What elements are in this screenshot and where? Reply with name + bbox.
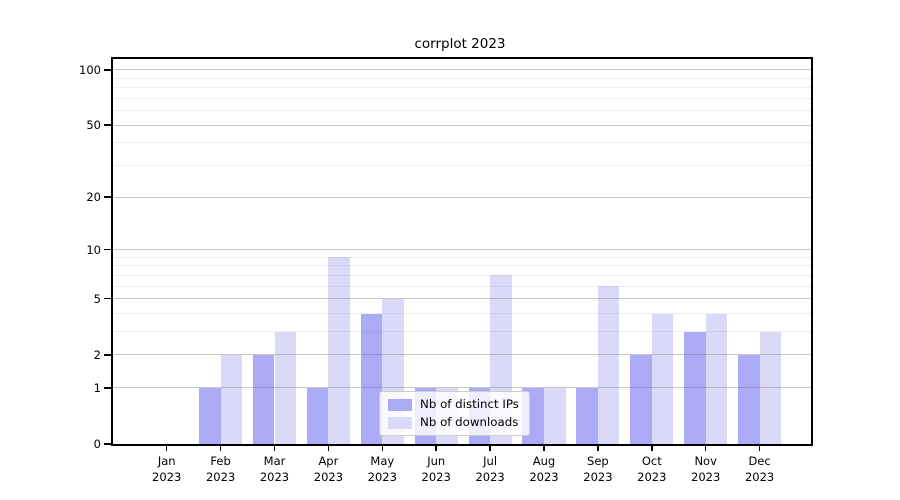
x-tick-label-feb: Feb 2023 (205, 454, 236, 484)
chart-title: corrplot 2023 (414, 36, 506, 52)
plot-area: 0 1 2 5 10 20 50 100 Jan 2023 Feb 2023 Mar 2023 Apr… (79, 57, 813, 484)
gridline-70 (113, 97, 811, 99)
y-tick-mark-5 (104, 297, 111, 300)
gridline-20 (113, 196, 811, 198)
x-tick-mark-feb (219, 446, 222, 451)
gridline-4 (113, 313, 811, 314)
gridline-3 (113, 331, 811, 333)
x-tick-mark-jul (489, 446, 491, 451)
bar-mar-downloads (274, 331, 297, 444)
gridline-80 (113, 87, 811, 89)
gridline-90 (113, 77, 811, 79)
gridline-40 (113, 142, 811, 144)
x-tick-mark-dec (758, 446, 761, 451)
y-tick-mark-10 (104, 248, 111, 251)
bar-sep-downloads (597, 286, 620, 444)
y-tick-mark-0 (104, 443, 111, 445)
y-tick-label-100: 100 (79, 62, 101, 77)
gridline-50 (113, 124, 811, 126)
gridline-30 (113, 165, 811, 167)
x-tick-label-jan: Jan 2023 (152, 454, 182, 484)
bar-may-distinct-ips (360, 313, 383, 444)
gridline-6 (113, 285, 811, 287)
bar-oct-distinct-ips (630, 354, 652, 444)
legend-row-downloads: Nb of downloads (388, 416, 519, 429)
x-tick-label-dec: Dec 2023 (744, 454, 775, 484)
x-tick-mark-jan (165, 446, 168, 451)
x-tick-label-nov: Nov 2023 (691, 454, 721, 484)
x-tick-mark-oct (651, 446, 653, 451)
y-tick-mark-20 (104, 196, 111, 198)
bar-feb-distinct-ips (199, 387, 221, 444)
gridline-8 (113, 265, 811, 267)
legend-label-distinct-ips: Nb of distinct IPs (420, 397, 519, 411)
legend-label-downloads: Nb of downloads (420, 415, 519, 429)
y-tick-label-1: 1 (93, 380, 101, 395)
x-tick-mark-apr (327, 446, 330, 451)
grid-layer (113, 59, 811, 444)
x-tick-mark-mar (273, 446, 276, 451)
bar-feb-downloads (220, 354, 243, 444)
bar-dec-distinct-ips (738, 354, 760, 444)
y-tick-mark-50 (104, 124, 111, 126)
ticks-layer: 0 1 2 5 10 20 50 100 Jan 2023 Feb 2023 Mar 2023 Apr… (79, 59, 811, 484)
gridline-7 (113, 274, 811, 276)
y-tick-label-0: 0 (93, 437, 101, 451)
gridline-2 (113, 354, 811, 356)
x-tick-label-jul: Jul 2023 (475, 454, 505, 484)
y-tick-label-2: 2 (93, 347, 101, 362)
x-tick-label-jun: Jun 2023 (421, 454, 451, 484)
x-tick-mark-sep (597, 446, 599, 451)
y-tick-mark-2 (104, 354, 111, 356)
bar-nov-distinct-ips (684, 331, 706, 444)
y-tick-label-10: 10 (86, 242, 101, 257)
y-tick-label-5: 5 (93, 291, 101, 306)
legend-row-distinct-ips: Nb of distinct IPs (388, 398, 519, 411)
y-tick-mark-1 (104, 387, 111, 389)
legend-swatch-downloads (388, 416, 412, 429)
x-tick-mark-may (381, 446, 384, 451)
bar-nov-downloads (705, 313, 728, 444)
x-tick-label-oct: Oct 2023 (637, 454, 667, 484)
x-tick-mark-aug (543, 446, 545, 451)
x-tick-label-mar: Mar 2023 (259, 454, 290, 484)
bar-sep-distinct-ips (576, 387, 598, 444)
x-tick-mark-nov (704, 446, 707, 451)
bar-oct-downloads (651, 313, 674, 444)
x-tick-label-aug: Aug 2023 (529, 454, 559, 484)
bar-mar-distinct-ips (252, 354, 275, 444)
gridline-9 (113, 256, 811, 258)
legend: Nb of distinct IPs Nb of downloads (379, 391, 530, 436)
x-tick-label-apr: Apr 2023 (313, 454, 344, 484)
bar-aug-downloads (544, 387, 566, 444)
gridline-5 (113, 298, 811, 300)
x-tick-mark-jun (435, 446, 437, 451)
gridline-100 (113, 69, 811, 71)
y-tick-label-20: 20 (86, 190, 101, 205)
bar-apr-distinct-ips (306, 387, 329, 444)
gridline-1 (113, 387, 811, 389)
x-tick-label-may: May 2023 (367, 454, 397, 484)
bar-apr-downloads (328, 257, 350, 444)
gridline-10 (113, 249, 811, 251)
x-tick-label-sep: Sep 2023 (583, 454, 613, 484)
gridline-60 (113, 110, 811, 112)
legend-swatch-distinct-ips (388, 398, 412, 411)
y-tick-label-50: 50 (86, 118, 101, 133)
y-tick-mark-100 (104, 69, 111, 71)
bar-dec-downloads (759, 331, 782, 444)
